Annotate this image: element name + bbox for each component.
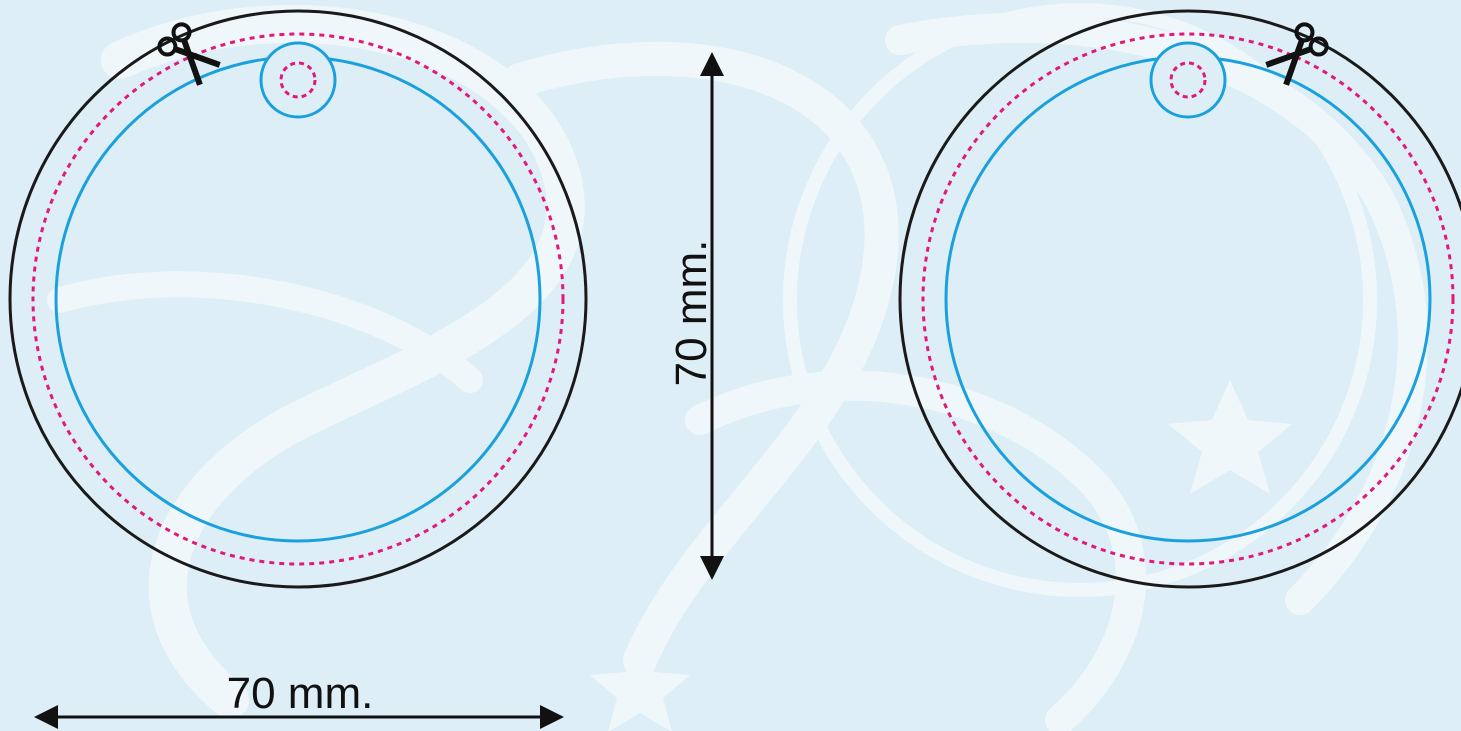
outer-bleed-ring xyxy=(8,9,588,589)
hole-outer xyxy=(1149,41,1227,119)
arrow-up-icon xyxy=(700,52,724,76)
cut-line xyxy=(921,32,1455,566)
background-watermark xyxy=(47,3,1428,731)
scissors-icon xyxy=(157,22,221,86)
hole-cut xyxy=(1169,61,1207,99)
height-dimension: 70 mm. xyxy=(667,52,724,580)
keychain-back xyxy=(898,9,1461,589)
hole-cut xyxy=(279,61,317,99)
scissors-icon xyxy=(1265,22,1329,86)
keychain-front xyxy=(8,9,588,589)
arrow-right-icon xyxy=(540,705,564,729)
cut-line xyxy=(31,32,565,566)
width-label: 70 mm. xyxy=(227,669,374,718)
hole-outer xyxy=(259,41,337,119)
arrow-down-icon xyxy=(700,556,724,580)
outer-bleed-ring xyxy=(898,9,1461,589)
width-dimension: 70 mm. xyxy=(34,669,564,729)
height-label: 70 mm. xyxy=(667,240,716,387)
arrow-left-icon xyxy=(34,705,58,729)
safe-area-line xyxy=(944,55,1432,543)
